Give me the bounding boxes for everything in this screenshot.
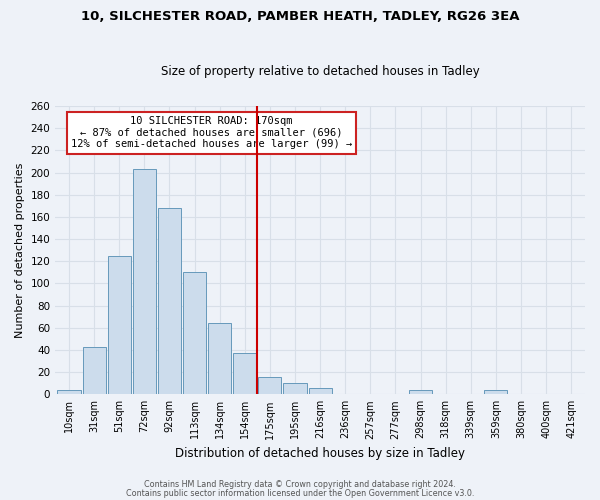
Bar <box>484 390 508 394</box>
Bar <box>259 376 281 394</box>
Text: Contains HM Land Registry data © Crown copyright and database right 2024.: Contains HM Land Registry data © Crown c… <box>144 480 456 489</box>
Bar <box>158 208 181 394</box>
Bar <box>133 169 156 394</box>
Bar <box>58 390 80 394</box>
Bar <box>83 346 106 395</box>
Title: Size of property relative to detached houses in Tadley: Size of property relative to detached ho… <box>161 66 479 78</box>
Text: 10, SILCHESTER ROAD, PAMBER HEATH, TADLEY, RG26 3EA: 10, SILCHESTER ROAD, PAMBER HEATH, TADLE… <box>81 10 519 23</box>
Bar <box>308 388 332 394</box>
Bar <box>283 383 307 394</box>
X-axis label: Distribution of detached houses by size in Tadley: Distribution of detached houses by size … <box>175 447 465 460</box>
Text: 10 SILCHESTER ROAD: 170sqm
← 87% of detached houses are smaller (696)
12% of sem: 10 SILCHESTER ROAD: 170sqm ← 87% of deta… <box>71 116 352 150</box>
Text: Contains public sector information licensed under the Open Government Licence v3: Contains public sector information licen… <box>126 488 474 498</box>
Bar <box>233 354 256 395</box>
Bar <box>107 256 131 394</box>
Bar <box>409 390 432 394</box>
Bar <box>208 324 231 394</box>
Bar <box>183 272 206 394</box>
Y-axis label: Number of detached properties: Number of detached properties <box>15 162 25 338</box>
